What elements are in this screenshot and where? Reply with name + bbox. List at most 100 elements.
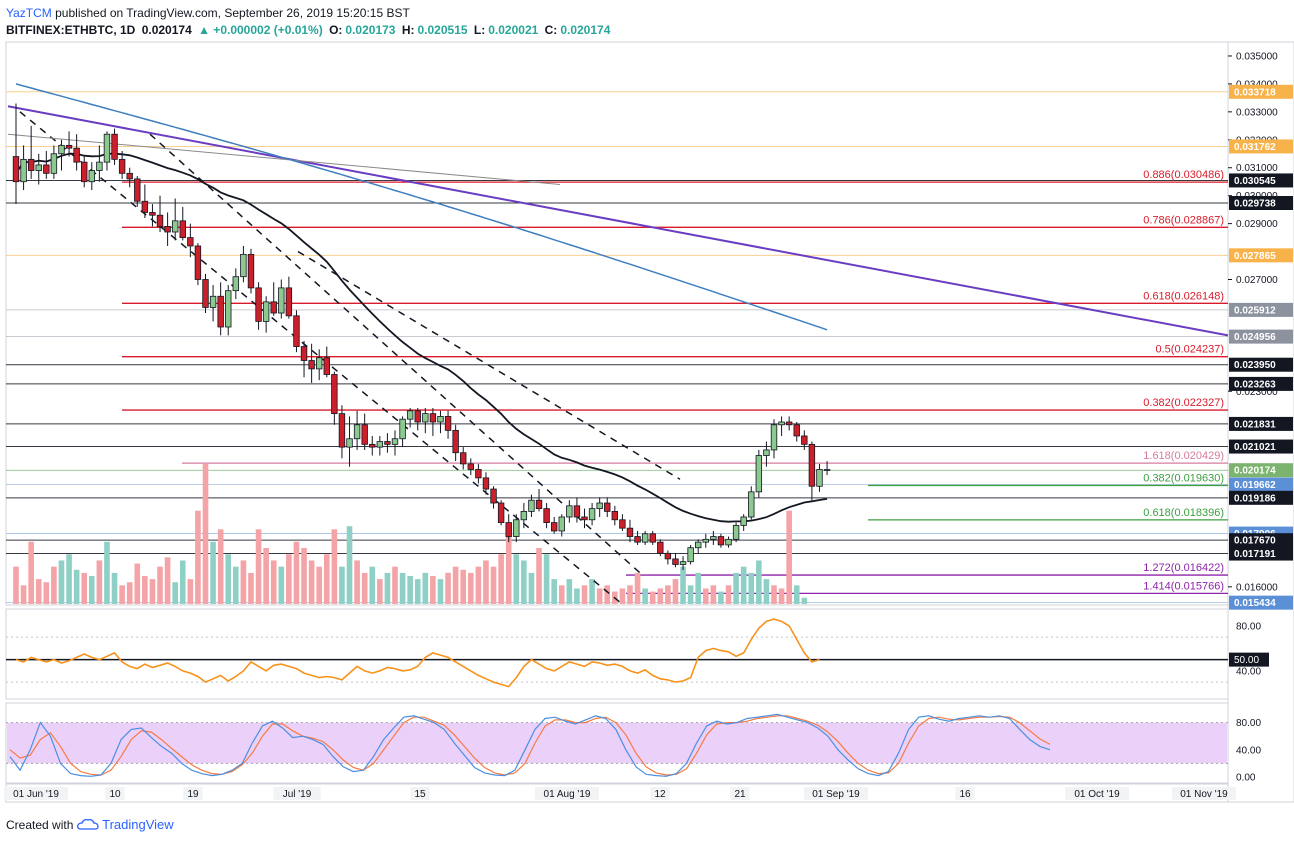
time-tick-label: 01 Oct '19 xyxy=(1074,789,1120,800)
candle-down xyxy=(73,147,80,163)
volume-bar xyxy=(119,585,125,604)
candle-up xyxy=(209,295,217,308)
price-label-box xyxy=(1229,302,1293,317)
price-label-text: 0.031762 xyxy=(1234,142,1276,153)
publish-info: published on TradingView.com, September … xyxy=(55,6,410,20)
candle-up xyxy=(240,253,247,278)
volume-bar xyxy=(255,529,262,604)
time-label-box xyxy=(804,787,868,800)
candle-down xyxy=(550,522,558,532)
candle-up xyxy=(225,290,232,328)
volume-bar xyxy=(270,560,277,604)
volume-bar xyxy=(89,576,95,604)
candle-up xyxy=(232,276,240,292)
time-label-box xyxy=(183,787,203,800)
candle-down xyxy=(65,144,73,149)
candle-up xyxy=(353,424,361,440)
price-label-text: 0.019662 xyxy=(1234,480,1276,491)
price-label-box xyxy=(1229,84,1293,99)
volume-bar xyxy=(543,554,550,604)
volume-bar xyxy=(323,554,330,604)
volume-bar xyxy=(763,579,770,604)
price-label-box xyxy=(1229,357,1293,372)
tradingview-cloud-icon xyxy=(76,818,99,830)
tradingview-logo[interactable]: TradingView xyxy=(76,817,174,832)
candle-up xyxy=(262,301,270,322)
price-label-box xyxy=(1229,546,1293,561)
moving-average-200 xyxy=(15,83,828,331)
volume-bar xyxy=(354,560,360,604)
candle-up xyxy=(641,533,649,543)
candle-up xyxy=(710,536,717,540)
volume-bar xyxy=(58,560,65,604)
volume-bar xyxy=(81,572,88,604)
price-label-text: 0.017670 xyxy=(1234,536,1276,547)
price-label-box xyxy=(1229,173,1293,188)
time-tick-label: 19 xyxy=(187,789,199,800)
volume-bar xyxy=(718,591,724,604)
low-label: L: xyxy=(473,23,486,37)
volume-bar xyxy=(210,541,216,604)
price-label-text: 0.023263 xyxy=(1234,379,1276,390)
tradingview-brand[interactable]: TradingView xyxy=(102,817,174,832)
candle-down xyxy=(581,516,588,521)
candle-down xyxy=(338,413,346,448)
volume-bar xyxy=(369,566,376,604)
candle-down xyxy=(657,541,664,554)
volume-bar xyxy=(414,579,421,604)
price-label-box xyxy=(1229,139,1293,154)
stoch-d-line xyxy=(9,715,1051,776)
volume-bar xyxy=(468,572,474,604)
volume-bar xyxy=(437,579,444,604)
candle-down xyxy=(255,287,262,322)
author-name[interactable]: YazTCM xyxy=(6,6,52,20)
candle-up xyxy=(399,418,406,440)
candle-down xyxy=(247,253,255,289)
candle-up xyxy=(171,220,179,233)
stoch-band xyxy=(7,722,1227,764)
candle-down xyxy=(164,226,171,233)
open-label: O: xyxy=(329,23,343,37)
volume-bar xyxy=(51,566,57,604)
candle-up xyxy=(763,449,770,456)
low-value: 0.020021 xyxy=(488,23,539,37)
price-label-text: 0.019186 xyxy=(1234,493,1276,504)
candle-down xyxy=(384,441,391,445)
volume-bar xyxy=(263,548,269,604)
candle-up xyxy=(315,357,323,370)
time-tick-label: 21 xyxy=(734,789,746,800)
volume-bar xyxy=(126,582,133,604)
price-label-text: 0.020174 xyxy=(1234,466,1276,477)
volume-bar xyxy=(179,560,186,604)
price-label-text: 0.025912 xyxy=(1234,305,1276,316)
volume-bar xyxy=(195,510,201,604)
volume-bar xyxy=(43,582,50,604)
volume-bar xyxy=(566,579,573,604)
fib-level-label: 0.886(0.030486) xyxy=(1143,169,1224,181)
candle-down xyxy=(611,510,619,521)
volume-bar xyxy=(399,572,406,604)
candle-up xyxy=(88,170,95,183)
volume-bar xyxy=(286,554,292,604)
volume-bar xyxy=(301,548,307,604)
volume-bar xyxy=(483,560,489,604)
volume-bar xyxy=(672,579,679,604)
price-label-box xyxy=(1229,463,1293,478)
candle-down xyxy=(293,315,300,347)
price-label-text: 0.017191 xyxy=(1234,549,1276,560)
rsi-line xyxy=(15,618,820,688)
candle-up xyxy=(20,158,27,183)
candle-down xyxy=(505,522,512,537)
candle-up xyxy=(755,455,763,493)
volume-bar xyxy=(498,554,504,604)
candle-down xyxy=(664,552,672,560)
candle-up xyxy=(816,469,823,487)
volume-bar xyxy=(475,566,482,604)
volume-bar xyxy=(202,464,209,604)
candle-up xyxy=(58,144,65,155)
volume-bar xyxy=(733,572,739,604)
candle-down xyxy=(217,295,224,328)
volume-bar xyxy=(513,554,520,604)
volume-bar xyxy=(248,572,254,604)
